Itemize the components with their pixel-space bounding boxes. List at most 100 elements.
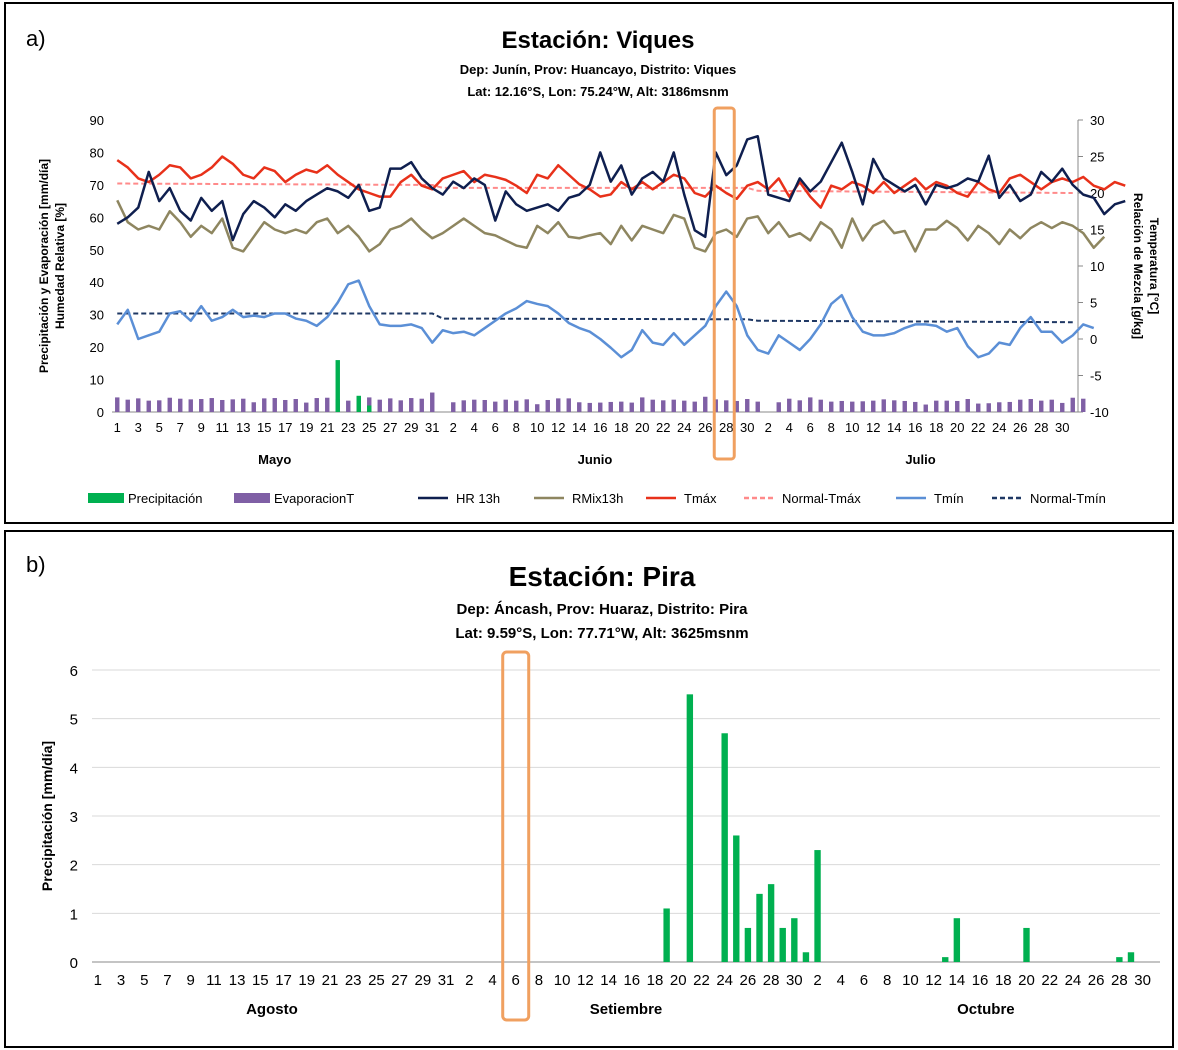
x-tick-label: 2 [813,972,821,989]
x-tick-label: 5 [140,972,148,989]
x-tick-label: 18 [929,420,943,435]
y-tick-label-right: 5 [1090,296,1097,311]
evaporation-bar [1049,399,1054,412]
evaporation-bar [965,399,970,412]
legend-precipitation-label: Precipitación [128,491,202,506]
x-tick-label: 6 [492,420,499,435]
x-tick-label: 29 [404,420,418,435]
x-tick-label: 6 [860,972,868,989]
y-tick-label-left: 50 [90,243,104,258]
x-tick-label: 13 [229,972,246,989]
x-tick-label: 21 [320,420,334,435]
evaporation-bar [619,401,624,412]
x-tick-label: 25 [362,420,376,435]
x-tick-label: 27 [391,972,408,989]
evaporation-bar [188,399,193,412]
y-axis-label: Precipitación [mm/día] [39,741,55,891]
evaporation-bar [745,399,750,412]
month-label: Octubre [957,1001,1015,1018]
x-tick-label: 26 [1088,972,1105,989]
x-tick-label: 28 [1034,420,1048,435]
evaporation-bar [293,399,298,412]
x-tick-label: 24 [992,420,1006,435]
x-tick-label: 30 [1055,420,1069,435]
x-tick-label: 14 [949,972,966,989]
precipitation-bar [367,405,372,412]
evaporation-bar [304,402,309,412]
legend-evaporation-label: EvaporacionT [274,491,354,506]
y-axis-label-right: Relación de Mezcla [g/kg] [1131,193,1145,339]
evaporation-bar [566,398,571,412]
x-tick-label: 12 [925,972,942,989]
x-tick-label: 7 [177,420,184,435]
chart-subtitle: Dep: Junín, Prov: Huancayo, Distrito: Vi… [460,62,736,77]
x-tick-label: 16 [623,972,640,989]
evaporation-bar [629,402,634,412]
month-label: Mayo [258,452,291,467]
x-tick-label: 23 [345,972,362,989]
chart-subtitle: Dep: Áncash, Prov: Huaraz, Distrito: Pir… [457,601,749,618]
x-tick-label: 20 [635,420,649,435]
y-tick-label-left: 10 [90,373,104,388]
x-tick-label: 12 [551,420,565,435]
x-tick-label: 25 [368,972,385,989]
evaporation-bar [1070,397,1075,412]
evaporation-bar [472,399,477,412]
chart-subtitle: Lat: 12.16°S, Lon: 75.24°W, Alt: 3186msn… [467,84,728,99]
evaporation-bar [650,399,655,412]
x-tick-label: 10 [554,972,571,989]
x-tick-label: 4 [837,972,845,989]
evaporation-bar [598,402,603,412]
evaporation-bar [545,399,550,412]
evaporation-bar [934,400,939,412]
evaporation-bar [146,400,151,412]
x-tick-label: 4 [488,972,496,989]
evaporation-bar [640,397,645,412]
evaporation-bar [587,402,592,412]
legend-normal-tmin-label: Normal-Tmín [1030,491,1106,506]
evaporation-bar [1039,400,1044,412]
evaporation-bar [755,401,760,412]
panel-a-label: a) [26,26,46,51]
panel-a-viques: a) Estación: Viques Dep: Junín, Prov: Hua… [4,2,1174,524]
evaporation-bar [367,397,372,412]
x-tick-label: 10 [530,420,544,435]
highlight-box [501,650,531,1022]
evaporation-bar [314,398,319,412]
evaporation-bar [125,399,130,412]
x-tick-label: 21 [322,972,339,989]
x-tick-label: 16 [972,972,989,989]
evaporation-bar [892,400,897,412]
x-tick-label: 9 [198,420,205,435]
precipitation-bar [663,908,670,962]
x-tick-label: 8 [513,420,520,435]
x-tick-label: 26 [740,972,757,989]
x-tick-label: 11 [216,420,230,435]
x-tick-label: 17 [278,420,292,435]
evaporation-bar [157,400,162,412]
evaporation-bar [262,398,267,412]
month-label: Julio [905,452,935,467]
x-tick-label: 16 [593,420,607,435]
y-tick-label-left: 40 [90,275,104,290]
x-tick-label: 19 [298,972,315,989]
y-tick-label-right: -5 [1090,369,1102,384]
panel-b-label: b) [26,552,46,577]
evaporation-bar [199,399,204,412]
legend-evaporation-marker [234,493,270,503]
evaporation-bar [251,402,256,412]
evaporation-bar [724,400,729,412]
precipitation-bar [356,395,361,412]
evaporation-bar [986,403,991,412]
evaporation-bar [272,398,277,412]
y-tick-label-left: 90 [90,113,104,128]
x-tick-label: 16 [908,420,922,435]
evaporation-bar [1060,402,1065,412]
y-tick-label: 2 [70,858,78,875]
x-tick-label: 7 [163,972,171,989]
x-tick-label: 1 [94,972,102,989]
evaporation-bar [1081,398,1086,412]
y-tick-label-right: 0 [1090,332,1097,347]
chart-title: Estación: Viques [502,27,695,54]
precipitation-bar [686,694,694,962]
